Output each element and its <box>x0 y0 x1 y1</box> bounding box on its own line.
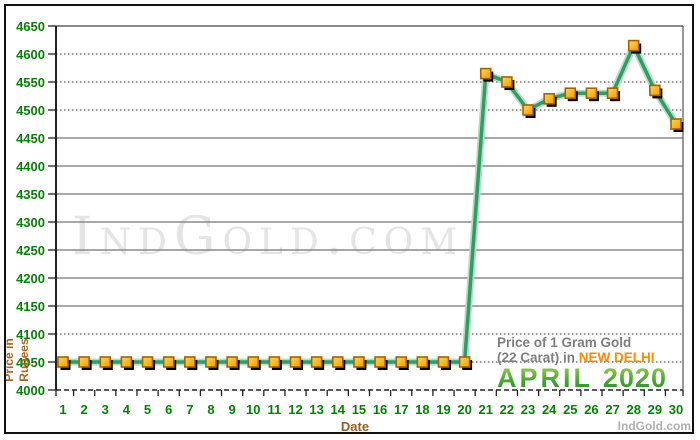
x-tick-label: 10 <box>246 402 260 417</box>
data-point-marker <box>141 356 154 368</box>
x-tick-label: 25 <box>563 402 577 417</box>
chart-title-line1: Price of 1 Gram Gold <box>497 335 632 350</box>
y-tick-label: 4450 <box>16 131 45 146</box>
x-tick-label: 1 <box>59 402 66 417</box>
data-point-marker <box>120 356 133 368</box>
x-tick-label: 15 <box>352 402 366 417</box>
data-point-marker <box>416 356 429 368</box>
x-tick-label: 4 <box>123 402 131 417</box>
data-point-marker <box>543 93 555 105</box>
data-point-marker <box>395 356 408 368</box>
y-tick-label: 4200 <box>16 271 45 286</box>
y-tick-label: 4600 <box>16 47 45 62</box>
x-tick-label: 22 <box>500 402 514 417</box>
y-axis-title: Price in Rupees <box>2 325 36 395</box>
x-tick-label: 17 <box>394 402 408 417</box>
y-tick-label: 4050 <box>16 355 45 370</box>
data-point-marker <box>162 356 175 368</box>
data-point-marker <box>289 356 302 368</box>
data-point-marker <box>247 356 260 368</box>
y-tick-label: 4400 <box>16 159 45 174</box>
data-point-marker <box>310 356 323 368</box>
chart-title-line2: (22 Carat) in NEW DELHI <box>497 350 669 365</box>
x-tick-label: 13 <box>309 402 323 417</box>
watermark: IndGold.com <box>72 207 465 267</box>
y-tick-label: 4650 <box>16 19 45 34</box>
x-tick-label: 28 <box>626 402 640 417</box>
data-point-marker <box>205 356 217 368</box>
x-tick-label: 9 <box>228 402 235 417</box>
y-tick-label: 4350 <box>16 187 45 202</box>
x-tick-label: 5 <box>144 402 151 417</box>
chart-title-line2-prefix: (22 Carat) in <box>497 350 579 365</box>
data-point-marker <box>226 356 238 368</box>
data-point-marker <box>268 356 281 368</box>
period-month: APRIL <box>497 363 593 393</box>
x-tick-label: 19 <box>436 402 450 417</box>
x-tick-label: 26 <box>584 402 598 417</box>
data-point-marker <box>374 356 386 368</box>
x-tick-label: 12 <box>288 402 302 417</box>
x-tick-label: 29 <box>648 402 662 417</box>
x-tick-label: 18 <box>415 402 429 417</box>
y-tick-label: 4000 <box>16 383 45 398</box>
period-block: APRIL 2020 <box>497 363 667 394</box>
x-tick-label: 23 <box>521 402 535 417</box>
series-line <box>63 43 678 364</box>
data-point-marker <box>479 67 492 80</box>
data-point-marker <box>649 84 661 97</box>
data-point-marker <box>184 356 196 368</box>
y-axis-title-line1: Price in <box>2 338 16 382</box>
y-tick-label: 4500 <box>16 103 45 118</box>
x-tick-label: 27 <box>605 402 619 417</box>
data-point-marker <box>331 356 344 368</box>
data-point-marker <box>353 356 365 368</box>
x-axis-title: Date <box>340 419 370 434</box>
y-tick-label: 4300 <box>16 215 45 230</box>
data-point-marker <box>627 39 640 52</box>
x-tick-label: 16 <box>373 402 387 417</box>
brand-credit: IndGold.com <box>617 419 691 433</box>
period-year: 2020 <box>602 363 667 393</box>
data-point-marker <box>99 356 112 368</box>
chart-title-block: Price of 1 Gram Gold (22 Carat) in NEW D… <box>497 335 669 365</box>
x-tick-label: 30 <box>669 402 683 417</box>
x-tick-label: 8 <box>207 402 214 417</box>
y-tick-label: 4150 <box>16 299 45 314</box>
data-point-marker <box>501 76 513 88</box>
x-tick-label: 14 <box>331 402 346 417</box>
y-axis-title-line2: Rupees <box>17 338 31 382</box>
data-point-marker <box>57 356 69 368</box>
data-point-marker <box>670 118 682 130</box>
x-tick-label: 2 <box>81 402 88 417</box>
x-tick-label: 21 <box>479 402 493 417</box>
y-tick-label: 4550 <box>16 75 45 90</box>
x-tick-label: 6 <box>165 402 172 417</box>
data-point-marker <box>564 87 577 99</box>
x-tick-label: 24 <box>542 402 557 417</box>
x-tick-label: 3 <box>102 402 109 417</box>
y-tick-label: 4250 <box>16 243 45 258</box>
data-point-marker <box>522 104 534 116</box>
data-point-marker <box>78 356 90 368</box>
data-point-marker <box>585 87 598 99</box>
chart-title-city: NEW DELHI <box>578 350 655 365</box>
x-tick-label: 7 <box>186 402 193 417</box>
data-point-marker <box>458 356 471 368</box>
x-tick-label: 20 <box>457 402 471 417</box>
x-tick-label: 11 <box>268 402 282 417</box>
y-tick-label: 4100 <box>16 327 45 342</box>
data-point-marker <box>606 87 619 99</box>
data-point-marker <box>437 356 450 368</box>
